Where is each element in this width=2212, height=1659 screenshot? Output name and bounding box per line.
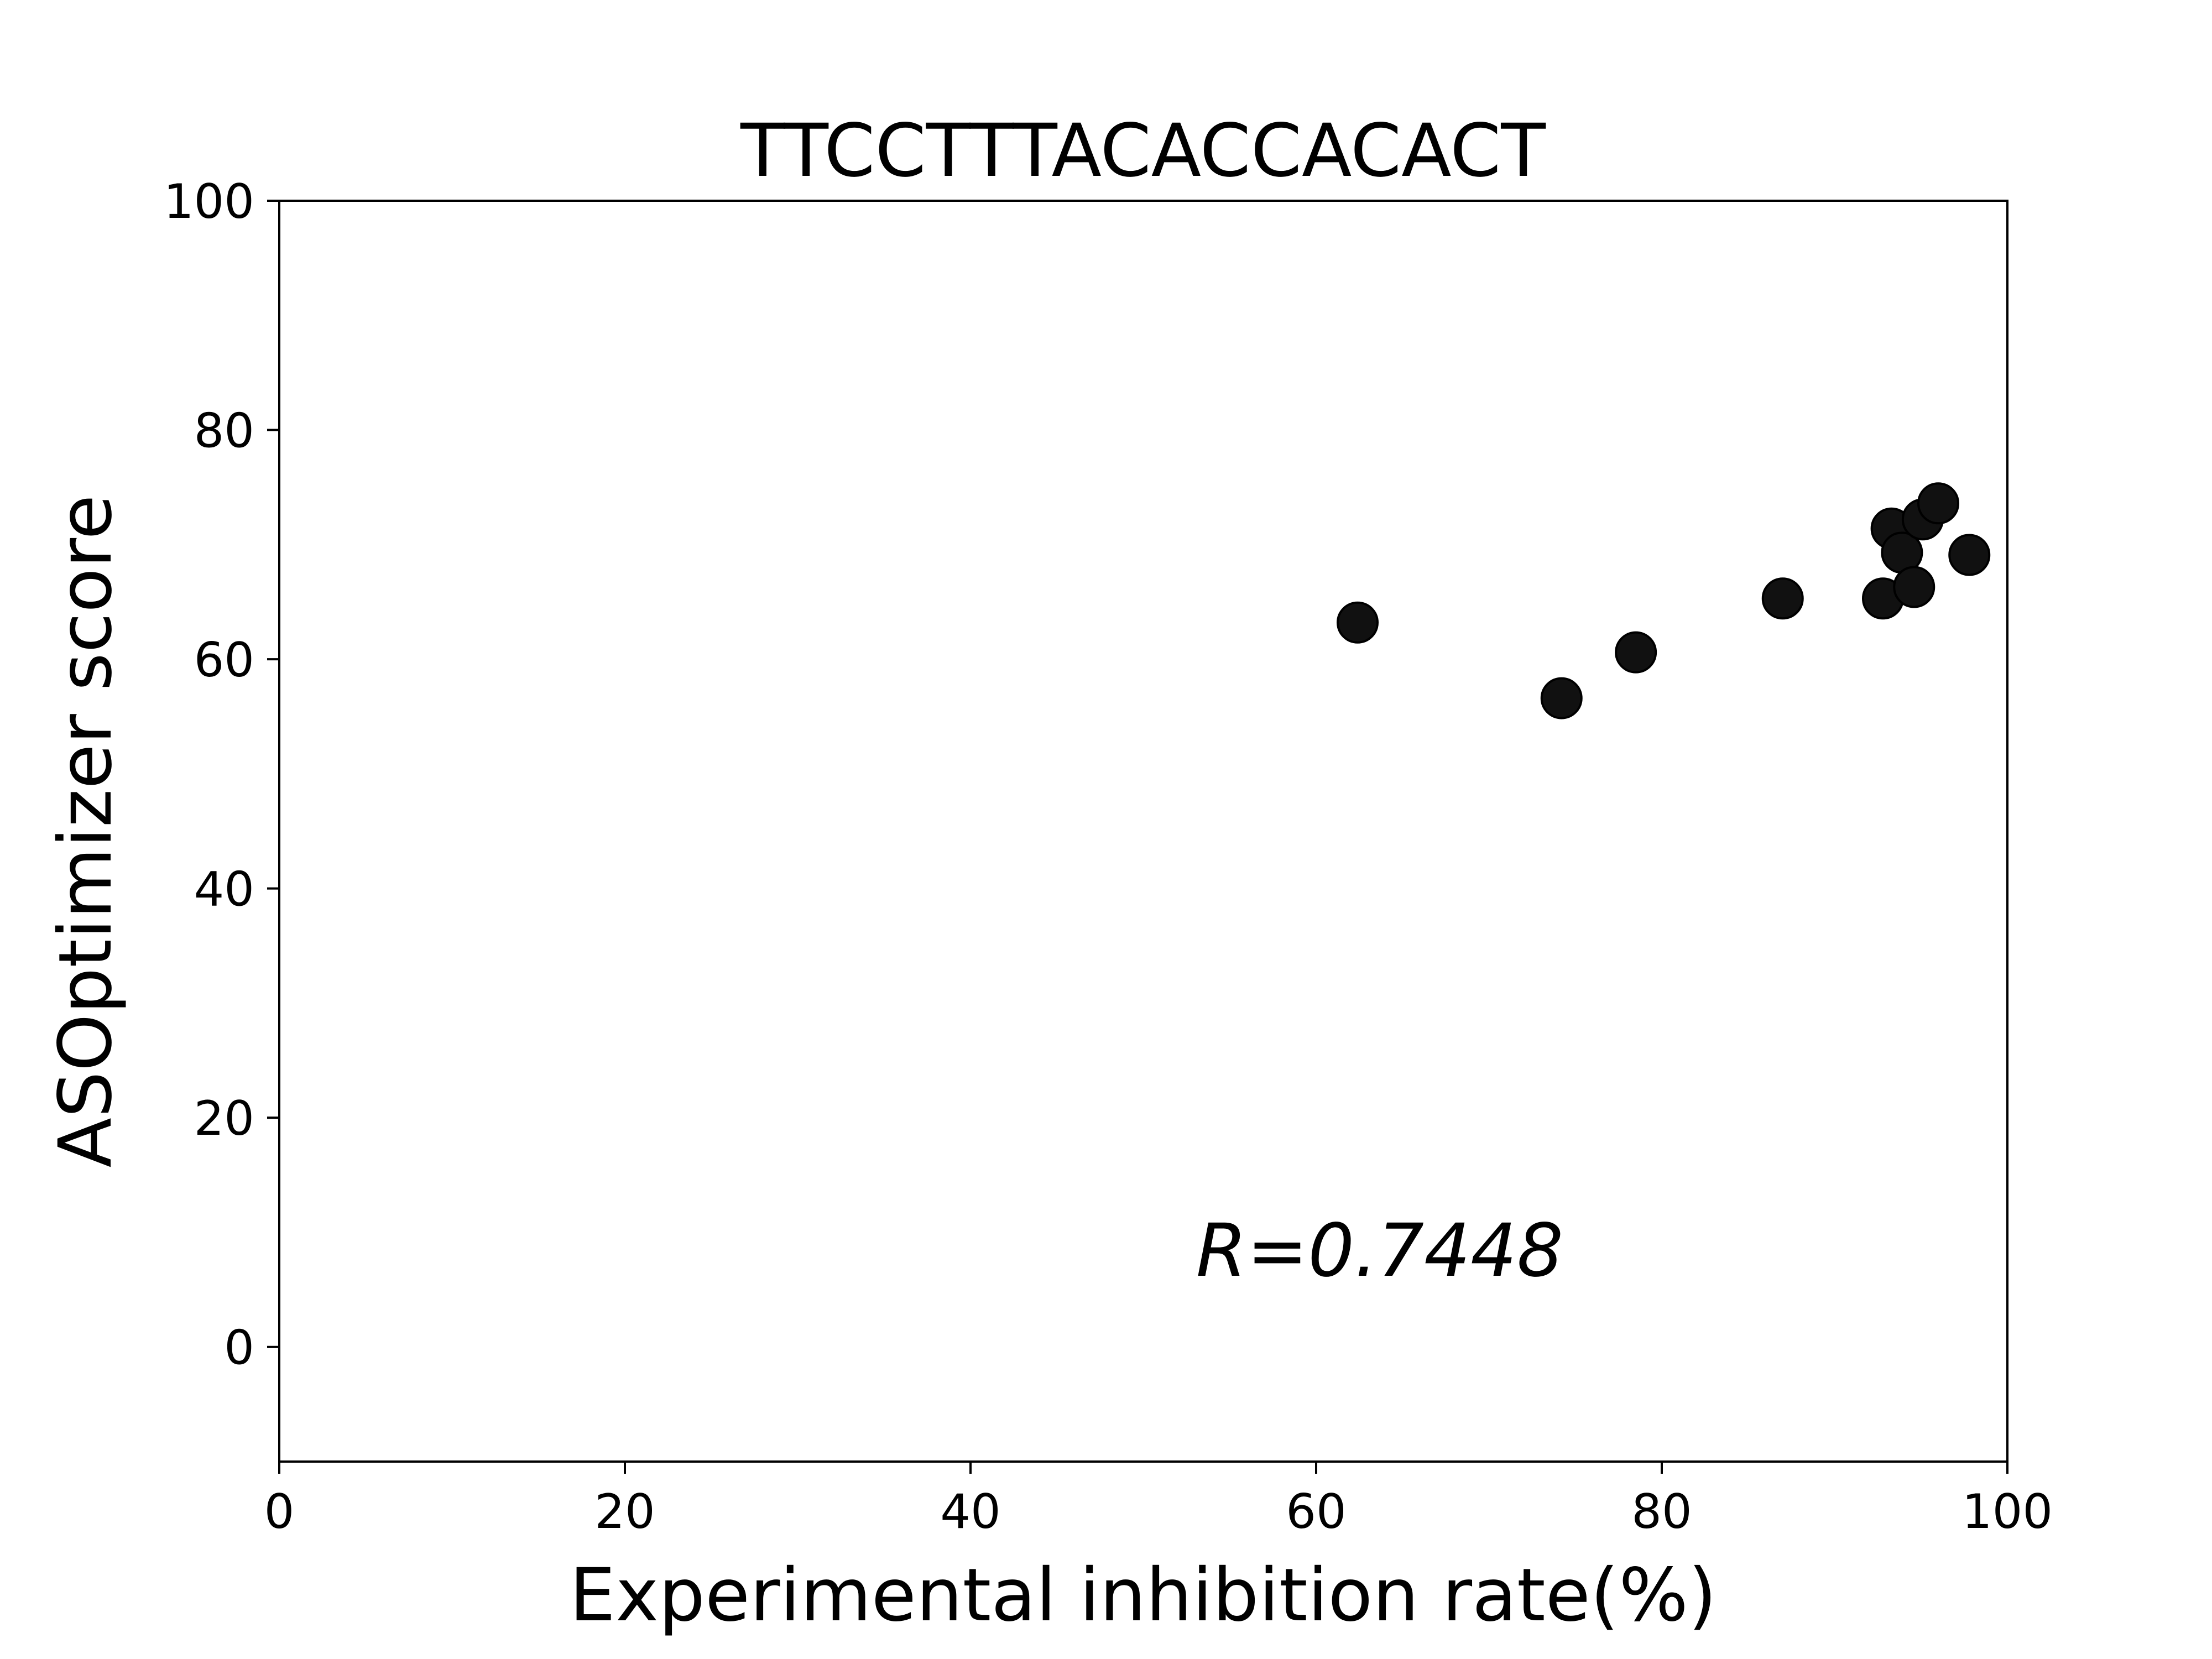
x-tick-label: 0 [264, 1484, 295, 1540]
data-point [1761, 577, 1804, 620]
plot-frame [278, 200, 2008, 1463]
y-tick-label: 0 [224, 1321, 254, 1376]
y-tick-label: 80 [194, 404, 254, 459]
y-axis-label: ASOptimizer score [43, 495, 128, 1168]
x-tick-label: 60 [1286, 1484, 1346, 1540]
x-tick-label: 20 [594, 1484, 655, 1540]
data-point [1337, 601, 1379, 644]
x-axis-label: Experimental inhibition rate(%) [570, 1553, 1717, 1638]
axis-ticks: 0 20 40 60 80 100 0 20 40 60 80 100 [164, 174, 2053, 1540]
y-tick-label: 20 [194, 1091, 254, 1146]
x-tick-label: 40 [940, 1484, 1000, 1540]
data-point [1893, 566, 1936, 608]
correlation-annotation: R=0.7448 [1196, 1208, 1563, 1293]
x-tick-label: 80 [1631, 1484, 1692, 1540]
y-tick-label: 60 [194, 633, 254, 688]
data-point [1615, 631, 1657, 674]
y-tick-label: 100 [164, 174, 254, 229]
data-point [1540, 677, 1583, 719]
x-tick-label: 100 [1962, 1484, 2053, 1540]
data-point [1948, 534, 1991, 576]
data-point [1917, 482, 1959, 525]
chart-title: TTCCTTTACACCACACT [740, 108, 1546, 194]
data-points [1337, 482, 1991, 719]
y-tick-label: 40 [194, 862, 254, 917]
